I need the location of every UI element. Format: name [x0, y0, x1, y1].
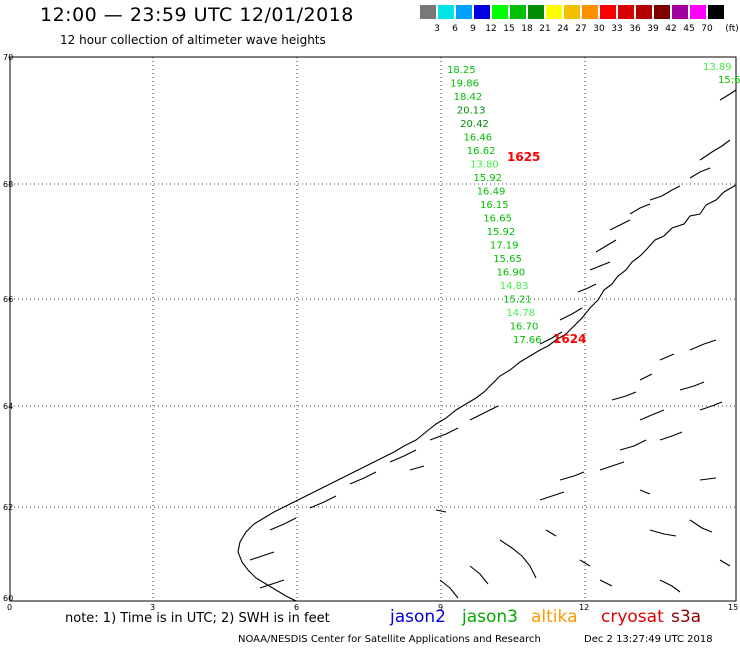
legend-swatch	[456, 5, 472, 19]
legend-swatch	[690, 5, 706, 19]
swh-value: 20.13	[457, 106, 486, 117]
satellite-label: cryosat	[601, 607, 664, 627]
swh-value: 17.19	[490, 241, 519, 252]
swh-value: 18.25	[447, 65, 476, 76]
lon-tick-label: 9	[438, 603, 443, 612]
lon-tick-label: 12	[579, 603, 589, 612]
map-subtitle: 12 hour collection of altimeter wave hei…	[60, 33, 326, 47]
swh-value: 16.49	[477, 187, 506, 198]
legend-label: 33	[611, 24, 623, 34]
coastline	[237, 89, 737, 602]
map-frame	[9, 56, 737, 602]
swh-value: 16.62	[467, 146, 496, 157]
legend-swatch	[564, 5, 580, 19]
lat-tick-label: 60	[3, 594, 13, 603]
satellite-label: jason3	[462, 607, 518, 627]
legend-label: 30	[593, 24, 605, 34]
legend-swatch	[438, 5, 454, 19]
footer-note: note: 1) Time is in UTC; 2) SWH is in fe…	[65, 611, 330, 626]
swh-value: 15.21	[503, 295, 532, 306]
swh-track-edge: 13.89 15:6	[703, 62, 740, 86]
swh-value: 19.86	[450, 79, 479, 90]
legend-label: 21	[539, 24, 551, 34]
legend-label: 27	[575, 24, 587, 34]
legend-swatch	[672, 5, 688, 19]
swh-value: 20.42	[460, 119, 489, 130]
generated-timestamp: Dec 2 13:27:49 UTC 2018	[584, 634, 713, 645]
legend-label: 18	[521, 24, 533, 34]
legend-swatch	[582, 5, 598, 19]
lat-axis-labels: 70 68 66 64 62 60	[3, 53, 13, 603]
swh-value: 15.65	[493, 254, 522, 265]
legend-label: 9	[470, 24, 476, 34]
legend-swatch	[618, 5, 634, 19]
swh-value: 16.70	[510, 322, 539, 333]
swh-value: 15.92	[487, 227, 516, 238]
swh-value: 13.80	[470, 160, 499, 171]
swh-value: 15:6	[718, 75, 740, 86]
satellite-label: s3a	[671, 607, 702, 627]
legend-label: 70	[701, 24, 713, 34]
legend-label: 39	[647, 24, 659, 34]
swh-value: 18.42	[454, 92, 483, 103]
lat-tick-label: 64	[3, 402, 13, 411]
legend-label: 45	[683, 24, 695, 34]
swh-track-main: 18.25 19.86 18.42 20.13 20.42 16.46 16.62 13.80…	[447, 65, 542, 346]
lon-tick-label: 6	[294, 603, 299, 612]
legend-swatch	[474, 5, 490, 19]
pass-number: 1624	[553, 332, 586, 346]
legend-swatch	[492, 5, 508, 19]
map-title: 12:00 — 23:59 UTC 12/01/2018	[40, 4, 354, 26]
swh-value: 15.92	[473, 173, 502, 184]
legend-swatch	[708, 5, 724, 19]
pass-number: 1625	[507, 150, 540, 164]
lat-tick-label: 66	[3, 295, 13, 304]
graticule	[10, 57, 736, 601]
legend-swatch	[546, 5, 562, 19]
satellite-label: altika	[531, 607, 578, 627]
satellite-label: jason2	[390, 607, 446, 627]
lon-tick-label: 15	[728, 603, 738, 612]
legend-unit: (ft)	[725, 24, 739, 34]
lat-tick-label: 62	[3, 503, 13, 512]
swh-value: 14.83	[500, 281, 529, 292]
legend-label: 42	[665, 24, 677, 34]
lon-tick-label: 3	[150, 603, 155, 612]
swh-value: 13.89	[703, 62, 732, 73]
legend-label: 6	[452, 24, 458, 34]
legend-label: 24	[557, 24, 569, 34]
lat-tick-label: 70	[3, 53, 13, 62]
swh-value: 14.78	[506, 308, 535, 319]
swh-value: 16.90	[497, 268, 526, 279]
credit-line: NOAA/NESDIS Center for Satellite Applica…	[238, 634, 541, 645]
legend-swatch	[420, 5, 436, 19]
legend-swatch	[528, 5, 544, 19]
legend-swatch	[510, 5, 526, 19]
legend-label: 15	[503, 24, 515, 34]
legend-label: 12	[485, 24, 497, 34]
lat-tick-label: 68	[3, 180, 13, 189]
legend-swatch	[636, 5, 652, 19]
legend-label: 3	[434, 24, 440, 34]
legend-swatch	[600, 5, 616, 19]
swh-value: 16.46	[464, 133, 493, 144]
lon-tick-label: 0	[7, 603, 12, 612]
legend-swatch	[654, 5, 670, 19]
swh-value: 17.66	[513, 335, 542, 346]
swh-value: 16.65	[483, 214, 512, 225]
swh-value: 16.15	[480, 200, 509, 211]
lon-axis-labels: 0 3 6 9 12 15	[7, 603, 738, 612]
legend-label: 36	[629, 24, 641, 34]
